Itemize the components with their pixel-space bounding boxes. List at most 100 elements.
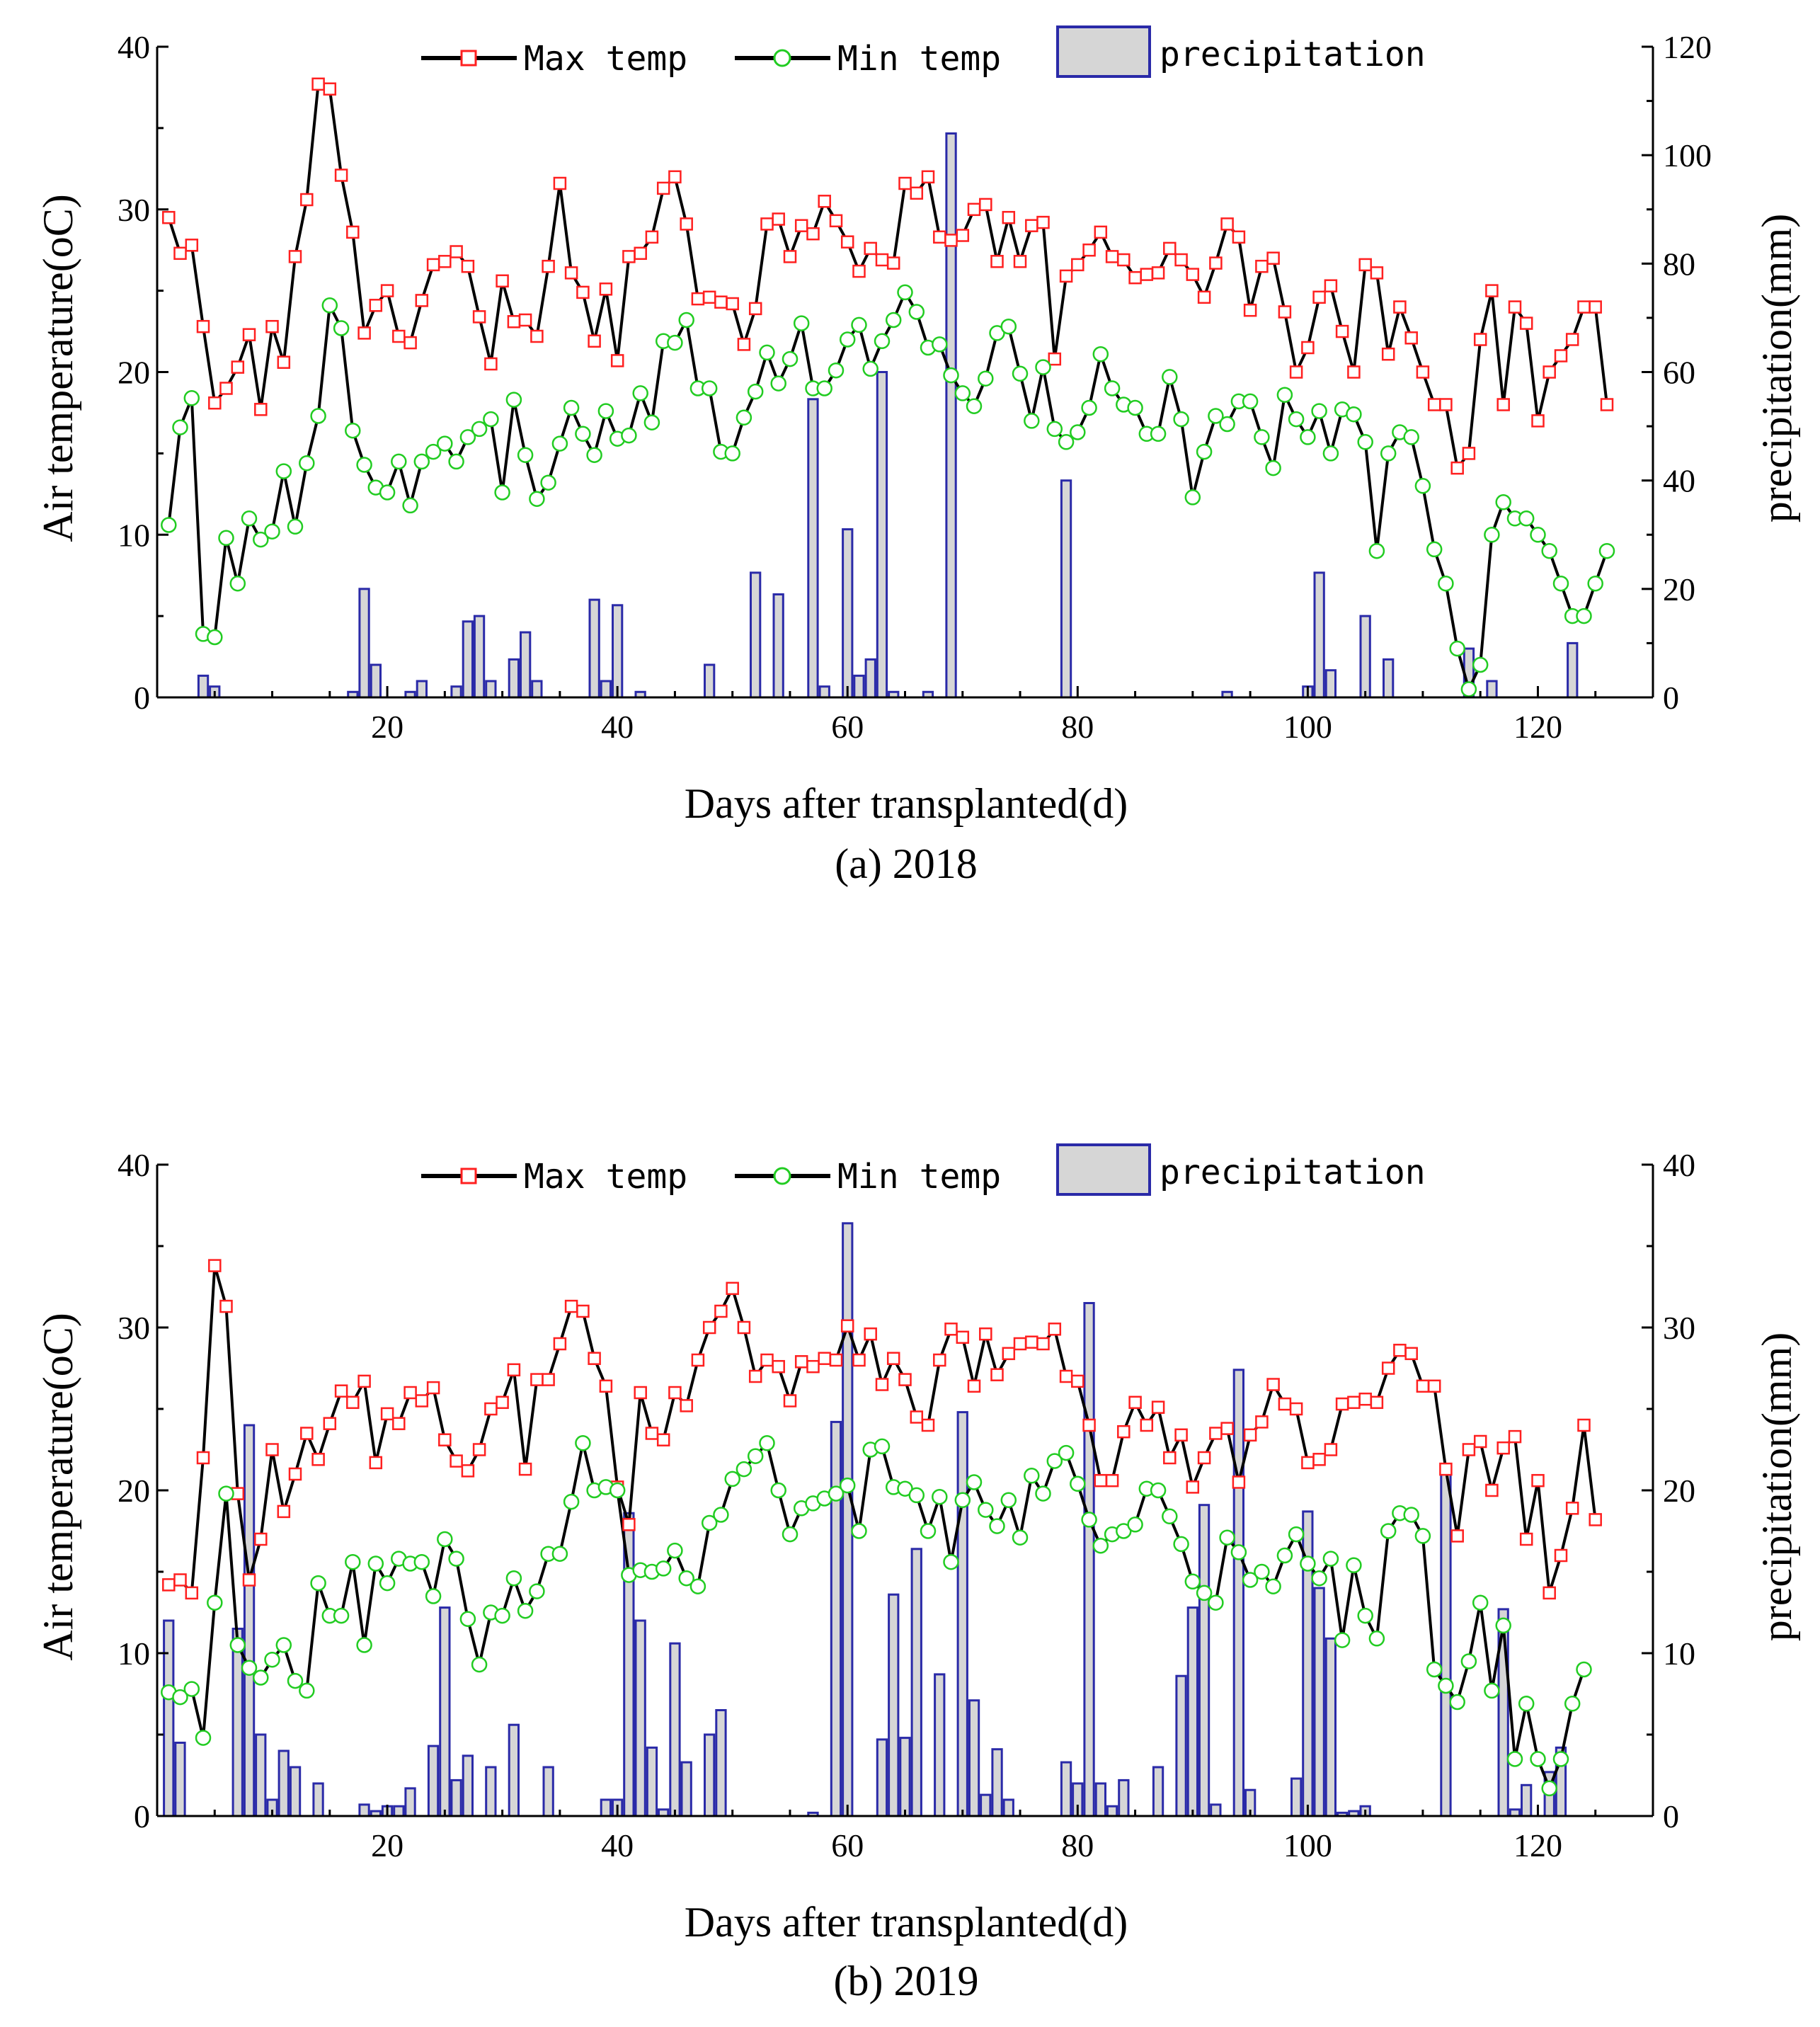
max-temp-point-2018-day-35 xyxy=(553,176,567,190)
max-temp-point-2019-day-9 xyxy=(254,1532,268,1546)
max-temp-point-2019-day-83 xyxy=(1105,1473,1119,1488)
min-temp-point-2019-day-30 xyxy=(494,1607,510,1624)
max-temp-point-2018-day-86 xyxy=(1140,268,1154,281)
max-temp-point-2019-day-50 xyxy=(726,1281,739,1296)
min-temp-point-2018-day-58 xyxy=(816,380,832,396)
max-temp-point-2019-day-48 xyxy=(702,1320,716,1335)
max-temp-point-2018-day-72 xyxy=(979,198,992,212)
min-temp-point-2019-day-89 xyxy=(1173,1536,1189,1553)
min-temp-point-2019-day-72 xyxy=(978,1502,994,1518)
min-temp-point-2018-day-22 xyxy=(402,497,418,514)
max-temp-point-2018-day-47 xyxy=(691,292,705,306)
min-temp-point-2018-day-101 xyxy=(1311,403,1327,419)
y-axis-title-right-2018: precipitation(mm) xyxy=(1753,214,1800,523)
min-temp-point-2019-day-73 xyxy=(989,1518,1005,1534)
min-temp-point-2019-day-120 xyxy=(1530,1751,1546,1767)
legend-precip-swatch xyxy=(1056,25,1151,78)
max-temp-point-2018-day-51 xyxy=(737,338,751,351)
min-temp-point-2018-day-45 xyxy=(667,334,683,351)
max-temp-point-2018-day-53 xyxy=(760,217,774,231)
y-left-tick-label-2019: 10 xyxy=(118,1635,150,1672)
legend-2018: Max temp Min temp precipitation xyxy=(421,25,1426,79)
max-temp-point-2018-day-37 xyxy=(576,285,590,299)
precip-bar-2019-day-99 xyxy=(1290,1777,1303,1817)
precip-bar-2019-day-34 xyxy=(542,1766,554,1817)
min-temp-point-2019-day-36 xyxy=(563,1493,580,1510)
x-tick-label-2018: 40 xyxy=(601,709,634,745)
y-right-tick-label-2018: 80 xyxy=(1663,246,1695,282)
max-temp-point-2019-day-51 xyxy=(737,1320,751,1335)
min-temp-point-2018-day-122 xyxy=(1552,575,1569,592)
precip-bar-2018-day-19 xyxy=(370,663,382,699)
precip-bar-2019-day-92 xyxy=(1210,1803,1222,1817)
max-temp-point-2019-day-57 xyxy=(806,1359,820,1374)
min-temp-point-2018-day-39 xyxy=(597,403,614,419)
max-temp-point-2019-day-91 xyxy=(1197,1451,1211,1465)
min-temp-point-2019-day-17 xyxy=(345,1553,361,1570)
precip-bar-2018-day-28 xyxy=(473,615,486,699)
y-right-tick-label-2018: 0 xyxy=(1663,680,1679,716)
min-temp-point-2019-day-76 xyxy=(1024,1468,1040,1484)
max-temp-point-2018-day-71 xyxy=(967,202,981,217)
precip-bar-2019-day-89 xyxy=(1175,1674,1187,1817)
min-temp-point-2018-day-33 xyxy=(529,491,545,507)
max-temp-point-2018-day-76 xyxy=(1025,219,1038,232)
x-tick-label-2019: 20 xyxy=(371,1827,404,1863)
min-temp-point-2018-day-60 xyxy=(839,331,856,348)
y-right-tick-label-2019: 10 xyxy=(1663,1635,1695,1672)
min-temp-point-2018-day-97 xyxy=(1265,459,1281,476)
min-temp-point-2018-day-69 xyxy=(943,367,959,384)
max-temp-point-2019-day-116 xyxy=(1485,1483,1499,1497)
max-temp-point-2019-day-69 xyxy=(944,1323,958,1336)
y-left-tick-label-2019: 20 xyxy=(118,1473,150,1509)
max-temp-point-2018-day-15 xyxy=(323,82,337,96)
max-temp-point-2018-day-4 xyxy=(196,319,210,333)
max-temp-point-2018-day-34 xyxy=(542,259,555,273)
max-temp-point-2018-day-20 xyxy=(380,284,394,297)
min-temp-point-2019-day-67 xyxy=(920,1523,937,1539)
max-temp-point-2018-day-91 xyxy=(1197,290,1211,304)
max-temp-point-2019-day-5 xyxy=(208,1259,222,1272)
max-temp-point-2019-day-72 xyxy=(979,1327,992,1341)
precip-bar-2019-day-71 xyxy=(968,1699,980,1817)
min-temp-point-2019-day-106 xyxy=(1368,1631,1385,1647)
x-axis-title-2019: Days after transplanted(d) xyxy=(685,1899,1128,1946)
max-temp-point-2018-day-122 xyxy=(1554,349,1568,362)
min-temp-point-2019-day-80 xyxy=(1070,1475,1086,1492)
max-temp-point-2018-day-111 xyxy=(1427,398,1441,411)
min-temp-point-2018-day-52 xyxy=(747,383,764,400)
precip-bar-2019-day-49 xyxy=(715,1709,727,1817)
min-temp-point-2019-day-107 xyxy=(1380,1523,1397,1539)
min-temp-point-2019-day-122 xyxy=(1552,1751,1569,1767)
min-temp-point-2019-day-77 xyxy=(1035,1485,1051,1502)
max-temp-point-2018-day-94 xyxy=(1232,230,1246,244)
max-temp-point-2019-day-47 xyxy=(691,1353,705,1367)
min-temp-point-2019-day-54 xyxy=(770,1482,786,1499)
precip-bar-2019-day-84 xyxy=(1118,1778,1130,1817)
precip-bar-2019-day-26 xyxy=(450,1778,462,1817)
min-temp-point-2018-day-26 xyxy=(448,453,464,470)
legend-precip-label: precipitation xyxy=(1160,35,1426,74)
precip-bar-2019-day-63 xyxy=(876,1738,888,1817)
y-axis-title-left-2018: Air temperature(oC) xyxy=(35,194,81,542)
max-temp-point-2018-day-70 xyxy=(956,229,970,242)
max-temp-point-2019-day-107 xyxy=(1381,1361,1395,1375)
precip-bar-2019-day-64 xyxy=(888,1593,900,1817)
min-temp-point-2019-day-48 xyxy=(701,1514,718,1531)
min-temp-point-2018-day-36 xyxy=(563,399,580,416)
max-temp-point-2019-day-120 xyxy=(1531,1473,1545,1488)
precip-bar-2019-day-90 xyxy=(1186,1606,1198,1817)
max-temp-point-2018-day-58 xyxy=(818,195,831,208)
max-temp-point-2019-day-122 xyxy=(1554,1548,1568,1563)
min-temp-point-2019-day-104 xyxy=(1346,1557,1362,1574)
max-temp-point-2018-day-63 xyxy=(875,253,889,267)
x-tick-label-2019: 60 xyxy=(831,1827,864,1863)
max-temp-point-2019-day-117 xyxy=(1496,1441,1510,1455)
min-temp-point-2018-day-126 xyxy=(1598,542,1615,559)
x-tick-label-2019: 40 xyxy=(601,1827,634,1863)
min-temp-point-2019-day-45 xyxy=(667,1542,683,1559)
precip-bar-2018-day-102 xyxy=(1324,669,1337,699)
max-temp-point-2019-day-22 xyxy=(404,1386,417,1400)
precip-bar-2019-day-101 xyxy=(1313,1587,1325,1817)
